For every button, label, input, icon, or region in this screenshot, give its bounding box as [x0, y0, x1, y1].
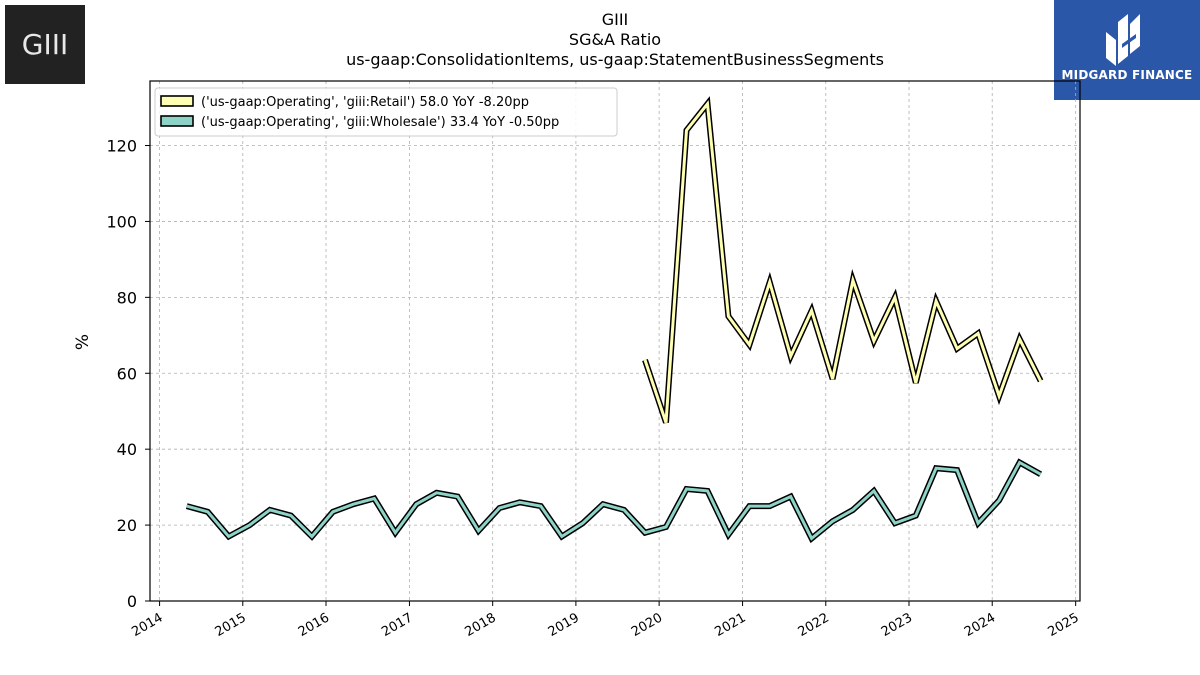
x-tick-label: 2016: [296, 610, 332, 640]
axes: 0 20 40 60 80 100 120 2014 2015 2016 2017 2018 2019 2…: [106, 81, 1081, 640]
x-tick-label: 2019: [546, 610, 582, 640]
y-tick-label: 0: [127, 592, 137, 611]
y-axis-label: %: [73, 334, 93, 350]
x-tick-label: 2015: [213, 610, 249, 640]
series-line: [645, 104, 1041, 423]
legend-swatch: [161, 96, 193, 106]
y-tick-label: 20: [117, 516, 137, 535]
y-tick-label: 60: [117, 364, 137, 383]
x-tick-label: 2024: [962, 610, 998, 640]
y-tick-label: 120: [106, 137, 137, 156]
line-chart: 0 20 40 60 80 100 120 2014 2015 2016 2017 2018 2019 2…: [0, 0, 1200, 675]
legend-label: ('us-gaap:Operating', 'giii:Retail') 58.…: [201, 95, 529, 110]
legend-swatch: [161, 116, 193, 126]
series-line: [187, 463, 1041, 539]
series-line-outline: [645, 104, 1041, 423]
plot-frame: [150, 81, 1080, 601]
y-tick-label: 80: [117, 288, 137, 307]
x-tick-label: 2022: [796, 610, 832, 640]
x-tick-label: 2025: [1046, 610, 1082, 640]
x-tick-label: 2020: [629, 610, 665, 640]
y-tick-label: 40: [117, 440, 137, 459]
x-tick-label: 2023: [879, 610, 915, 640]
y-tick-label: 100: [106, 212, 137, 231]
series-line-outline: [187, 463, 1041, 539]
x-tick-label: 2018: [463, 610, 499, 640]
legend: ('us-gaap:Operating', 'giii:Retail') 58.…: [155, 88, 617, 136]
x-tick-label: 2017: [379, 610, 415, 640]
x-tick-label: 2014: [129, 610, 165, 640]
series: [187, 104, 1041, 539]
legend-label: ('us-gaap:Operating', 'giii:Wholesale') …: [201, 115, 559, 130]
grid: [150, 81, 1080, 601]
x-tick-label: 2021: [712, 610, 748, 640]
